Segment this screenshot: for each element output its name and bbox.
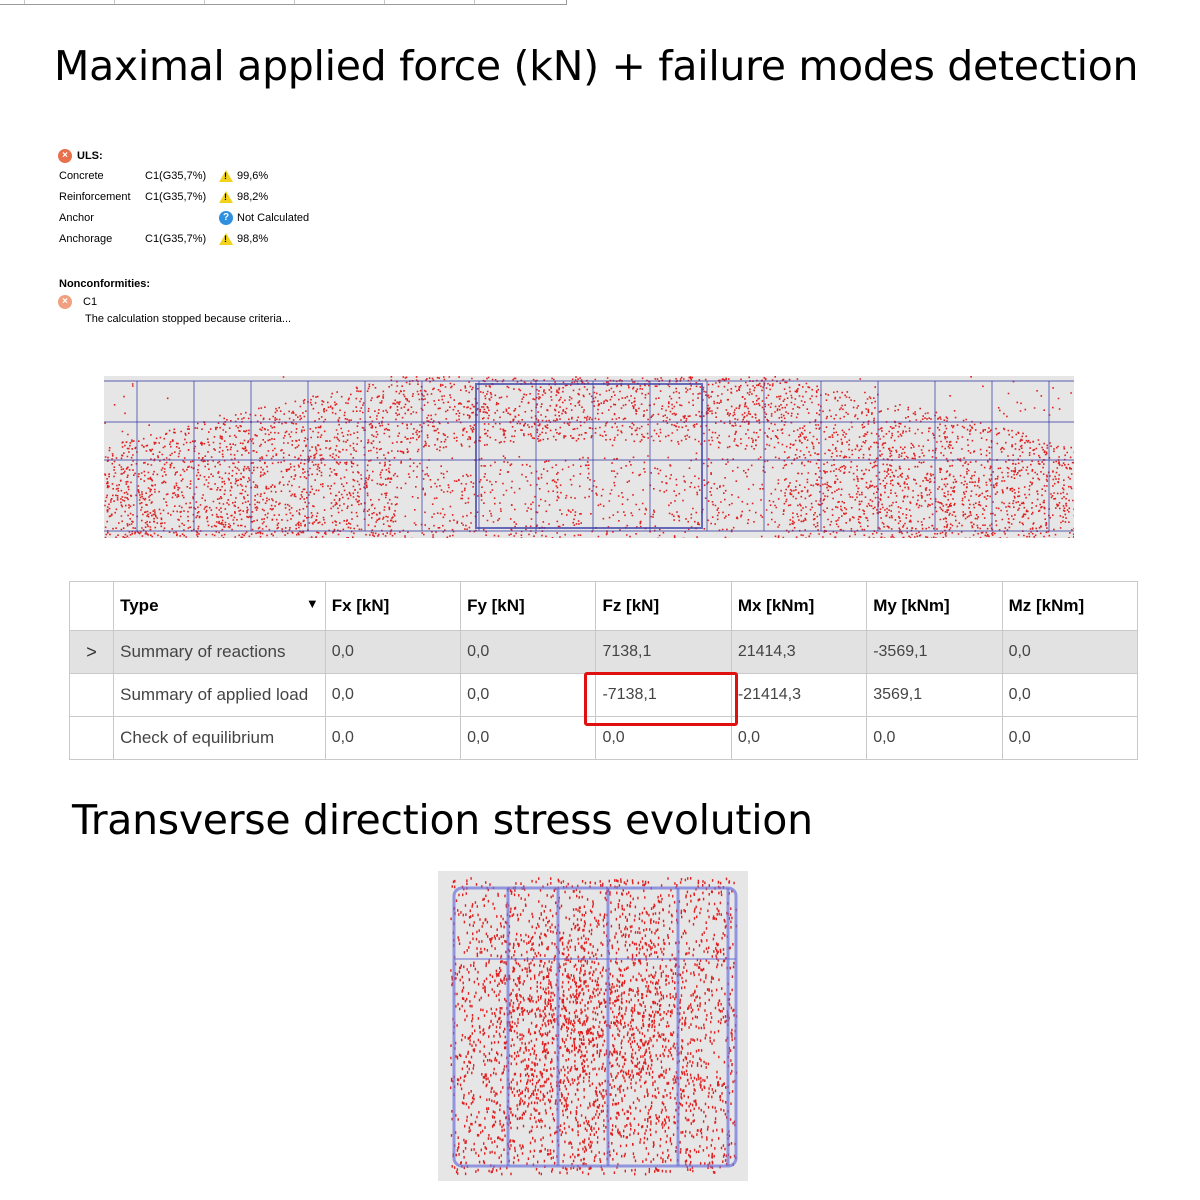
slide-title: Maximal applied force (kN) + failure mod…	[54, 42, 1139, 90]
error-icon: ×	[58, 295, 72, 309]
cell: -21414,3	[730, 673, 868, 717]
row-type: Summary of reactions	[113, 630, 326, 674]
column-header[interactable]: Fz [kN]	[595, 581, 732, 631]
check-name: Anchorage	[59, 233, 113, 245]
check-ref: C1(G35,7%)	[145, 233, 207, 245]
window-top-strip	[0, 0, 567, 5]
column-header[interactable]: Fx [kN]	[324, 581, 462, 631]
cell: 0,0	[1001, 716, 1139, 760]
beam-stress-view	[104, 376, 1074, 538]
check-name: Anchor	[59, 212, 94, 224]
row-expander	[68, 673, 115, 717]
column-header[interactable]: Mx [kNm]	[730, 581, 868, 631]
table-header-row: Type ▼ Fx [kN] Fy [kN] Fz [kN] Mx [kNm] M…	[68, 581, 1139, 631]
check-ref: C1(G35,7%)	[145, 191, 207, 203]
warning-icon	[219, 191, 233, 203]
cell: -7138,1	[595, 673, 732, 717]
nonconformity-message: The calculation stopped because criteria…	[85, 313, 292, 325]
cell: 7138,1	[595, 630, 732, 674]
row-expander-icon[interactable]: >	[68, 630, 115, 674]
warning-icon	[219, 170, 233, 182]
uls-label: ULS:	[77, 150, 103, 162]
nonconformity-item[interactable]: × C1	[58, 295, 97, 309]
check-name: Concrete	[59, 170, 104, 182]
check-value: 98,2%	[237, 191, 269, 203]
cell: 0,0	[1001, 673, 1139, 717]
row-type: Summary of applied load	[113, 673, 326, 717]
warning-icon	[219, 233, 233, 245]
column-header[interactable]: Mz [kNm]	[1001, 581, 1139, 631]
reactions-table: Type ▼ Fx [kN] Fy [kN] Fz [kN] Mx [kNm] M…	[68, 581, 1139, 760]
column-header[interactable]: Fy [kN]	[460, 581, 597, 631]
table-row[interactable]: > Summary of reactions 0,0 0,0 7138,1 21…	[68, 630, 1139, 674]
row-type: Check of equilibrium	[113, 716, 326, 760]
cell: 0,0	[324, 716, 462, 760]
cell: 0,0	[460, 673, 597, 717]
nonconformity-id: C1	[83, 296, 98, 308]
section-title: Transverse direction stress evolution	[72, 796, 813, 844]
check-ref: C1(G35,7%)	[145, 170, 207, 182]
cell: 0,0	[460, 630, 597, 674]
error-icon: ×	[58, 149, 72, 163]
highlight-box	[584, 672, 738, 726]
cell: 0,0	[1001, 630, 1139, 674]
check-value: 98,8%	[237, 233, 269, 245]
cell: 0,0	[460, 716, 597, 760]
row-expander	[68, 716, 115, 760]
nonconformities-header: Nonconformities:	[59, 278, 151, 290]
column-header-type[interactable]: Type ▼	[113, 581, 326, 631]
cell: 0,0	[730, 716, 868, 760]
uls-header: × ULS:	[58, 148, 103, 164]
uls-row-anchor[interactable]: Anchor ? Not Calculated	[59, 210, 309, 226]
cell: 21414,3	[730, 630, 868, 674]
filter-icon[interactable]: ▼	[305, 596, 319, 611]
cell: -3569,1	[866, 630, 1003, 674]
cell: 0,0	[324, 630, 462, 674]
table-row[interactable]: Summary of applied load 0,0 0,0 -7138,1 …	[68, 673, 1139, 717]
cell: 3569,1	[866, 673, 1003, 717]
expander-header	[68, 581, 115, 631]
uls-row-reinforcement[interactable]: Reinforcement C1(G35,7%) 98,2%	[59, 189, 268, 205]
uls-row-concrete[interactable]: Concrete C1(G35,7%) 99,6%	[59, 168, 268, 184]
column-header[interactable]: My [kNm]	[866, 581, 1003, 631]
cell: 0,0	[866, 716, 1003, 760]
check-value: 99,6%	[237, 170, 269, 182]
section-stress-view	[438, 871, 748, 1181]
check-value: Not Calculated	[237, 212, 310, 224]
cell: 0,0	[324, 673, 462, 717]
table-row[interactable]: Check of equilibrium 0,0 0,0 0,0 0,0 0,0…	[68, 716, 1139, 760]
check-name: Reinforcement	[59, 191, 131, 203]
uls-row-anchorage[interactable]: Anchorage C1(G35,7%) 98,8%	[59, 231, 268, 247]
info-icon: ?	[219, 211, 233, 225]
